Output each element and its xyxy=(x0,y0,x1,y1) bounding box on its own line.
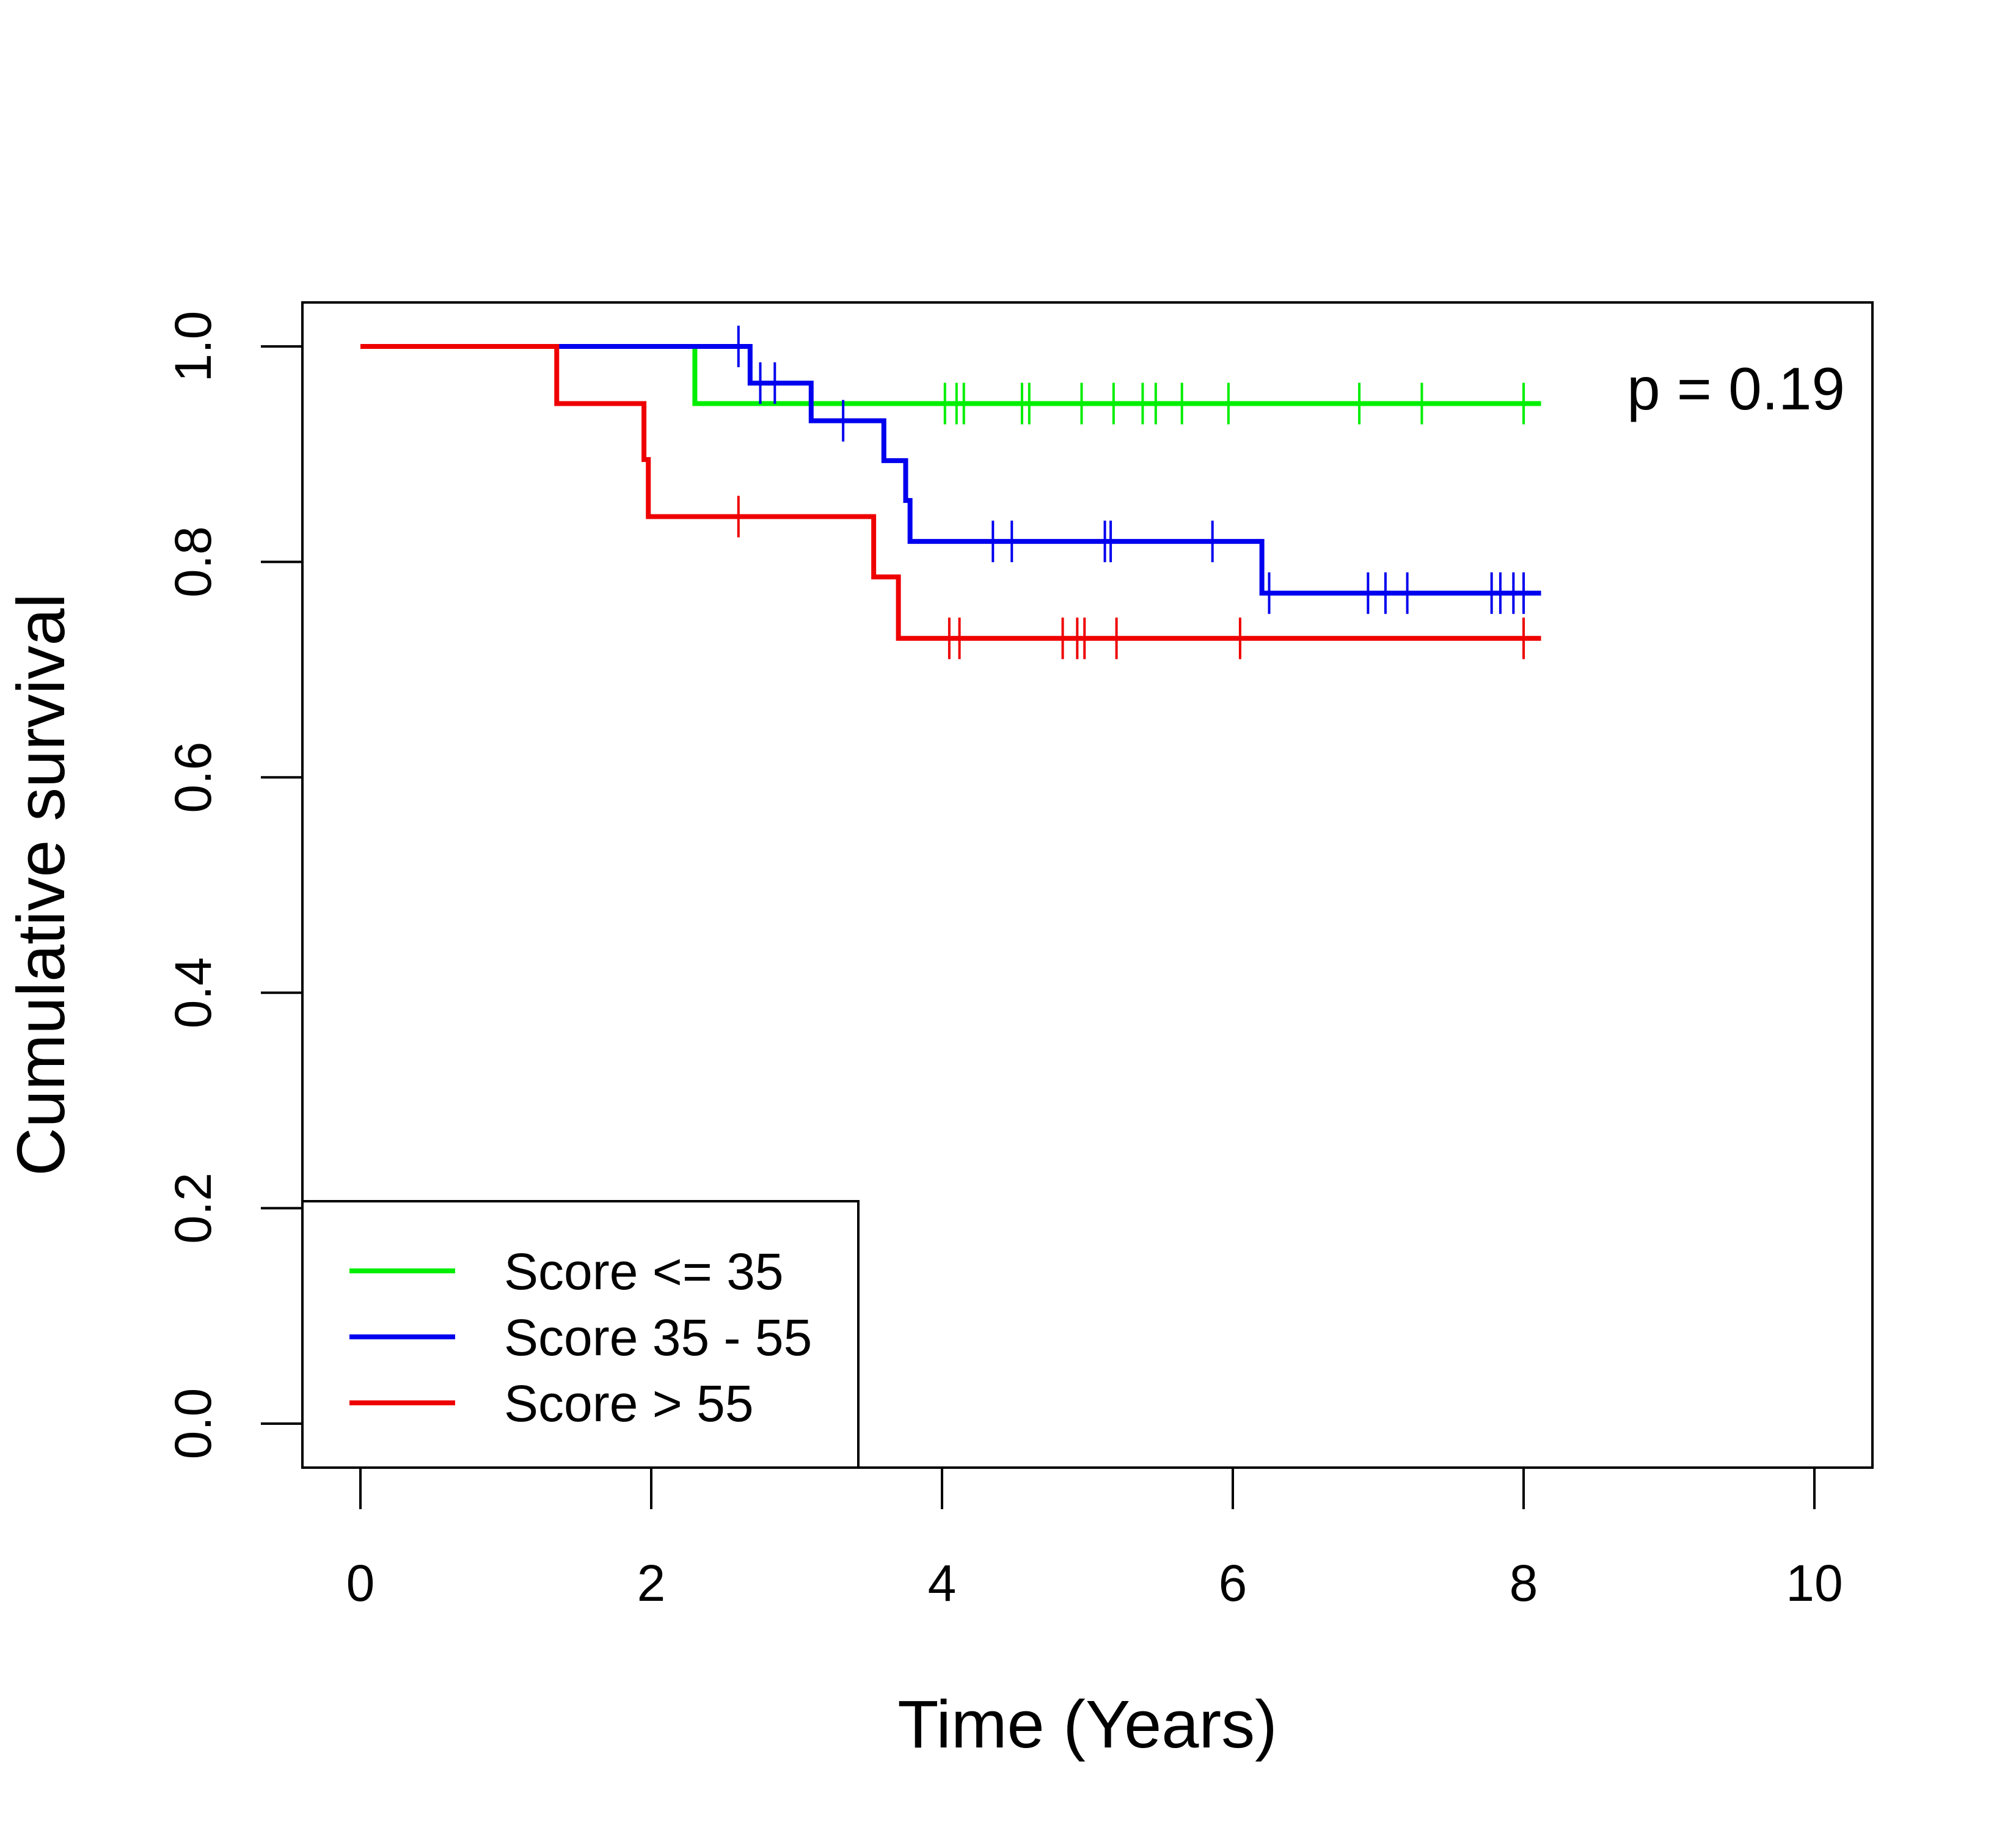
survival-curve-0 xyxy=(360,344,1541,406)
survival-curve-1 xyxy=(360,344,1541,596)
y-tick-label: 0.2 xyxy=(164,1173,222,1244)
y-tick-label: 0.6 xyxy=(164,742,222,813)
legend-label: Score <= 35 xyxy=(504,1243,784,1300)
y-axis-label: Cumulative survival xyxy=(4,593,79,1176)
p-value-annotation: p = 0.19 xyxy=(1627,355,1845,422)
y-axis: 0.0 0.2 0.4 0.6 0.8 1.0 xyxy=(164,311,304,1460)
legend-label: Score > 55 xyxy=(504,1375,754,1432)
y-tick-label: 0.8 xyxy=(164,526,222,598)
x-tick-label: 6 xyxy=(1219,1554,1247,1612)
y-tick-label: 0.4 xyxy=(164,957,222,1028)
legend: Score <= 35 Score 35 - 55 Score > 55 xyxy=(301,1200,860,1469)
survival-curve-2 xyxy=(360,344,1541,641)
legend-label: Score 35 - 55 xyxy=(504,1309,812,1366)
x-tick-label: 4 xyxy=(928,1554,957,1612)
x-tick-label: 2 xyxy=(637,1554,666,1612)
x-axis-label: Time (Years) xyxy=(897,1687,1277,1762)
x-tick-label: 8 xyxy=(1510,1554,1538,1612)
x-axis: 0 2 4 6 8 10 xyxy=(346,1466,1843,1612)
x-tick-label: 0 xyxy=(346,1554,375,1612)
y-tick-label: 1.0 xyxy=(164,311,222,382)
y-tick-label: 0.0 xyxy=(164,1388,222,1460)
x-tick-label: 10 xyxy=(1786,1554,1843,1612)
survival-curves xyxy=(360,326,1541,659)
